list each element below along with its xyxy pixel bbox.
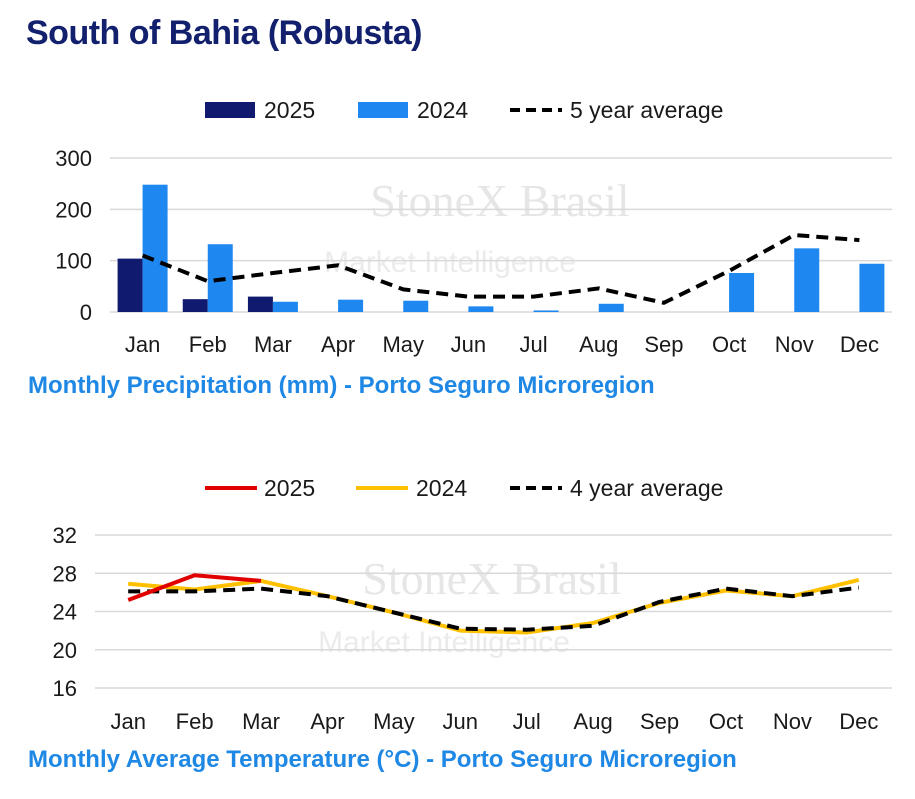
- legend-swatch-2025: [205, 102, 255, 118]
- y-tick-label: 0: [80, 300, 92, 325]
- x-tick-label: Feb: [176, 709, 214, 734]
- temperature-chart: StoneX Brasil Market Intelligence 2025 2…: [53, 475, 892, 734]
- x-tick-label: Aug: [579, 332, 618, 357]
- x-tick-label: Oct: [712, 332, 746, 357]
- temp-gridlines: [95, 534, 892, 689]
- y-tick-label: 200: [55, 197, 92, 222]
- x-tick-label: Jul: [513, 709, 541, 734]
- bar-2024-jun: [468, 306, 494, 312]
- y-tick-label: 28: [53, 561, 77, 586]
- y-tick-label: 100: [55, 249, 92, 274]
- bar-2024-apr: [338, 299, 364, 312]
- watermark-tagline: Market Intelligence: [324, 246, 576, 279]
- y-tick-label: 300: [55, 146, 92, 171]
- precip-average-line: [141, 232, 860, 305]
- bar-2024-aug: [598, 303, 624, 312]
- x-tick-label: Dec: [840, 332, 879, 357]
- bar-2024-nov: [794, 248, 820, 312]
- bar-2024-oct: [729, 272, 755, 312]
- x-tick-label: Jul: [520, 332, 548, 357]
- x-tick-label: Oct: [709, 709, 743, 734]
- x-tick-label: Feb: [189, 332, 227, 357]
- bar-2024-may: [403, 300, 429, 312]
- x-tick-label: Aug: [574, 709, 613, 734]
- legend-label-2025: 2025: [264, 475, 315, 501]
- watermark-brand: StoneX Brasil: [362, 553, 621, 604]
- line-2025: [127, 573, 262, 602]
- y-tick-label: 24: [53, 600, 77, 625]
- x-tick-label: Jun: [443, 709, 478, 734]
- temp-lines: [127, 573, 860, 635]
- precip-legend: 2025 2024 5 year average: [205, 97, 723, 123]
- legend-label-4yr-average: 4 year average: [570, 475, 723, 501]
- temp-chart-title: Monthly Average Temperature (°C) - Porto…: [28, 746, 737, 773]
- x-tick-label: Jun: [451, 332, 486, 357]
- x-tick-label: Jan: [110, 709, 145, 734]
- temp-x-axis: Jan Feb Mar Apr May Jun Jul Aug Sep Oct Nov Dec: [110, 709, 878, 734]
- bar-2025-mar: [247, 296, 273, 312]
- temp-y-axis: 16 20 24 28 32: [53, 523, 77, 701]
- x-tick-label: Mar: [254, 332, 292, 357]
- line-4-year-average: [128, 585, 860, 632]
- x-tick-label: May: [382, 332, 424, 357]
- legend-label-5yr-average: 5 year average: [570, 97, 723, 123]
- x-tick-label: Sep: [644, 332, 683, 357]
- bar-2024-mar: [272, 301, 298, 312]
- watermark-brand: StoneX Brasil: [370, 175, 629, 226]
- x-tick-label: Nov: [775, 332, 814, 357]
- precip-bars: [117, 184, 885, 312]
- x-tick-label: Nov: [773, 709, 812, 734]
- precip-x-axis: Jan Feb Mar Apr May Jun Jul Aug Sep Oct Nov Dec: [125, 332, 879, 357]
- line-5-year-average: [141, 232, 860, 305]
- y-tick-label: 16: [53, 676, 77, 701]
- bar-2025-feb: [182, 299, 208, 312]
- x-tick-label: May: [373, 709, 415, 734]
- precip-y-axis: 0 100 200 300: [55, 146, 92, 325]
- legend-label-2025: 2025: [264, 97, 315, 123]
- x-tick-label: Sep: [640, 709, 679, 734]
- bar-2024-jul: [533, 310, 559, 312]
- legend-label-2024: 2024: [417, 97, 468, 123]
- precipitation-chart: StoneX Brasil Market Intelligence 2025 2…: [55, 97, 892, 357]
- temp-legend: 2025 2024 4 year average: [205, 475, 723, 501]
- x-tick-label: Apr: [321, 332, 355, 357]
- legend-swatch-2024: [358, 102, 408, 118]
- bar-2025-jan: [117, 258, 143, 312]
- page-title: South of Bahia (Robusta): [26, 14, 422, 52]
- x-tick-label: Apr: [310, 709, 344, 734]
- x-tick-label: Dec: [839, 709, 878, 734]
- x-tick-label: Mar: [242, 709, 280, 734]
- y-tick-label: 32: [53, 523, 77, 548]
- precip-chart-title: Monthly Precipitation (mm) - Porto Segur…: [28, 372, 655, 399]
- precip-gridlines: [110, 157, 892, 313]
- y-tick-label: 20: [53, 638, 77, 663]
- x-tick-label: Jan: [125, 332, 160, 357]
- legend-label-2024: 2024: [416, 475, 467, 501]
- bar-2024-jan: [142, 184, 168, 312]
- bar-2024-dec: [859, 263, 885, 312]
